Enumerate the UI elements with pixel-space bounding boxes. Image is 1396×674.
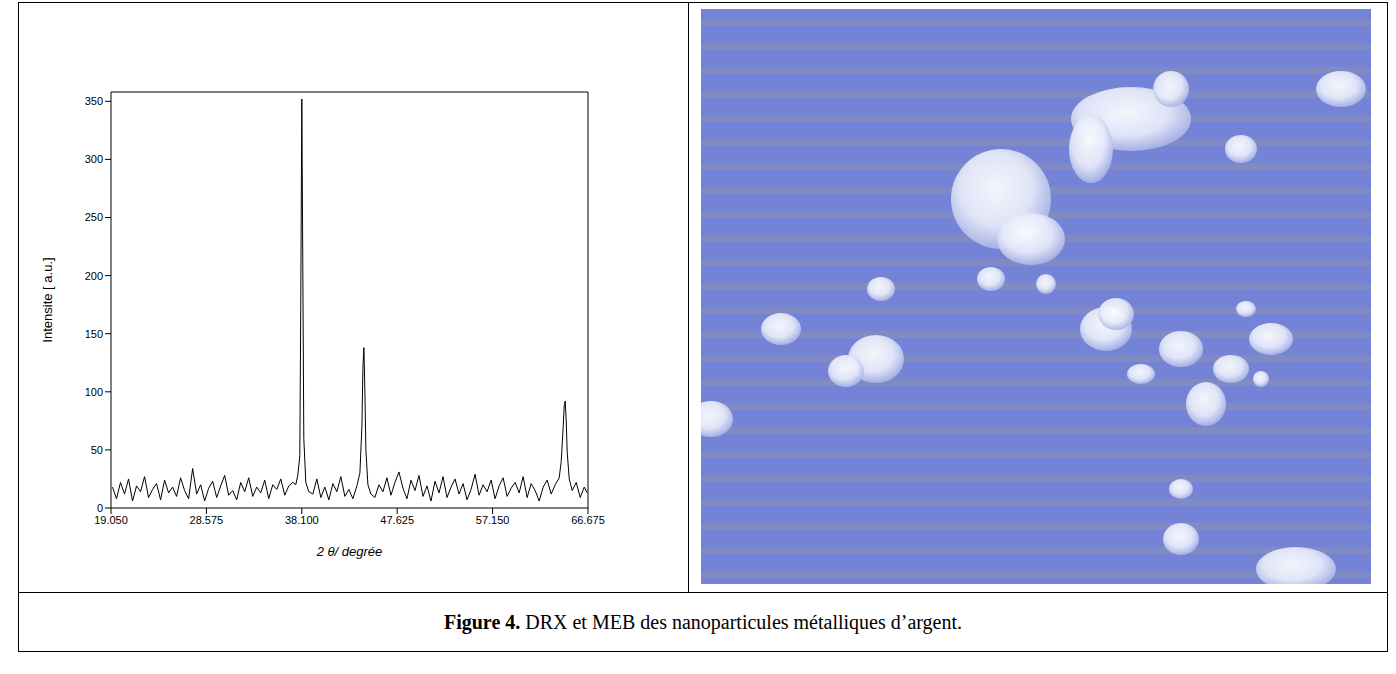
svg-text:28.575: 28.575 [190,514,224,526]
svg-text:47.625: 47.625 [380,514,414,526]
svg-text:38.100: 38.100 [285,514,319,526]
svg-text:19.050: 19.050 [94,514,128,526]
svg-text:100: 100 [85,386,103,398]
svg-text:0: 0 [97,502,103,514]
svg-text:200: 200 [85,270,103,282]
svg-text:250: 250 [85,211,103,223]
svg-text:300: 300 [85,153,103,165]
svg-text:50: 50 [91,444,103,456]
svg-text:57.150: 57.150 [476,514,510,526]
svg-text:150: 150 [85,328,103,340]
svg-text:66.675: 66.675 [571,514,605,526]
html-text:Figure 4. DRX et MEB des nanop: Figure 4. DRX et MEB des nanoparticules … [444,610,962,633]
svg-text:Intensite [ a.u.]: Intensite [ a.u.] [40,257,55,342]
svg-text:2 θ/ degrée: 2 θ/ degrée [316,544,383,559]
svg-text:350: 350 [85,95,103,107]
